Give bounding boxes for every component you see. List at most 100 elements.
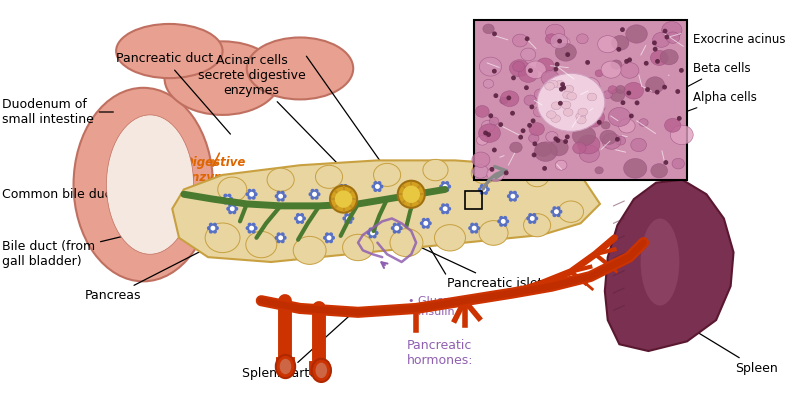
Ellipse shape: [222, 197, 226, 201]
Ellipse shape: [398, 181, 425, 208]
Ellipse shape: [670, 125, 694, 145]
Ellipse shape: [521, 48, 536, 61]
Ellipse shape: [556, 206, 561, 210]
Ellipse shape: [472, 152, 490, 167]
Ellipse shape: [474, 223, 478, 227]
Ellipse shape: [472, 226, 477, 231]
Ellipse shape: [652, 40, 657, 45]
Ellipse shape: [665, 35, 670, 40]
Ellipse shape: [277, 191, 281, 195]
Ellipse shape: [479, 57, 502, 76]
Ellipse shape: [630, 138, 646, 152]
Ellipse shape: [608, 86, 618, 94]
Text: Spleen: Spleen: [680, 322, 778, 375]
Ellipse shape: [524, 85, 529, 90]
Ellipse shape: [398, 226, 402, 230]
Ellipse shape: [578, 77, 600, 97]
Ellipse shape: [595, 70, 603, 77]
Ellipse shape: [558, 210, 562, 214]
Ellipse shape: [422, 218, 426, 222]
Ellipse shape: [597, 120, 602, 125]
Ellipse shape: [528, 220, 533, 224]
Ellipse shape: [504, 170, 509, 175]
Ellipse shape: [660, 49, 678, 65]
Ellipse shape: [246, 38, 354, 99]
Ellipse shape: [223, 194, 228, 198]
Ellipse shape: [566, 52, 570, 57]
Ellipse shape: [490, 167, 494, 172]
Ellipse shape: [335, 190, 352, 208]
Ellipse shape: [410, 192, 414, 196]
Ellipse shape: [581, 107, 590, 114]
Ellipse shape: [213, 223, 217, 227]
Ellipse shape: [251, 229, 256, 234]
Ellipse shape: [251, 189, 256, 193]
Ellipse shape: [567, 93, 577, 100]
Ellipse shape: [227, 194, 231, 198]
Text: • Glucagon: • Glucagon: [408, 296, 471, 306]
Ellipse shape: [499, 216, 503, 220]
Ellipse shape: [441, 188, 446, 192]
Ellipse shape: [390, 226, 395, 230]
Ellipse shape: [374, 231, 378, 235]
Text: Pancreatic islet: Pancreatic islet: [462, 166, 583, 180]
Ellipse shape: [338, 187, 342, 191]
Ellipse shape: [529, 134, 539, 143]
Ellipse shape: [471, 162, 497, 184]
Ellipse shape: [542, 166, 547, 171]
Ellipse shape: [309, 192, 313, 196]
Ellipse shape: [563, 139, 568, 144]
Ellipse shape: [474, 229, 478, 234]
Ellipse shape: [330, 185, 357, 213]
Ellipse shape: [598, 36, 618, 53]
Ellipse shape: [620, 27, 625, 32]
Ellipse shape: [655, 59, 660, 64]
Ellipse shape: [439, 206, 443, 211]
Ellipse shape: [439, 184, 443, 189]
Ellipse shape: [402, 185, 420, 203]
Ellipse shape: [560, 82, 565, 87]
Ellipse shape: [325, 239, 330, 243]
Ellipse shape: [418, 192, 422, 196]
Ellipse shape: [513, 61, 525, 72]
Ellipse shape: [473, 165, 488, 178]
Text: Beta cells: Beta cells: [688, 62, 750, 86]
Ellipse shape: [577, 34, 588, 44]
Ellipse shape: [310, 189, 314, 193]
Ellipse shape: [296, 220, 300, 224]
Ellipse shape: [578, 135, 600, 154]
Ellipse shape: [552, 206, 557, 210]
Ellipse shape: [339, 184, 344, 188]
Ellipse shape: [565, 135, 570, 139]
Ellipse shape: [662, 85, 667, 90]
Ellipse shape: [548, 80, 558, 88]
Ellipse shape: [600, 130, 617, 145]
Ellipse shape: [563, 109, 573, 116]
Ellipse shape: [423, 221, 428, 226]
Ellipse shape: [445, 188, 450, 192]
Ellipse shape: [498, 219, 502, 223]
Ellipse shape: [510, 60, 530, 77]
Ellipse shape: [490, 117, 499, 125]
Ellipse shape: [677, 116, 682, 121]
Ellipse shape: [480, 191, 484, 195]
Ellipse shape: [601, 61, 621, 78]
Ellipse shape: [223, 200, 228, 204]
Ellipse shape: [513, 191, 517, 195]
Ellipse shape: [247, 223, 252, 227]
Ellipse shape: [494, 93, 498, 98]
Ellipse shape: [267, 168, 294, 191]
Ellipse shape: [629, 114, 634, 118]
Ellipse shape: [573, 142, 586, 154]
Ellipse shape: [646, 77, 665, 93]
Ellipse shape: [246, 226, 250, 230]
Ellipse shape: [499, 223, 503, 227]
Ellipse shape: [315, 363, 327, 378]
Ellipse shape: [556, 213, 561, 217]
Ellipse shape: [441, 210, 446, 214]
Ellipse shape: [530, 118, 535, 123]
Ellipse shape: [344, 220, 349, 224]
Ellipse shape: [626, 25, 647, 43]
Ellipse shape: [526, 216, 530, 221]
Ellipse shape: [551, 102, 561, 109]
